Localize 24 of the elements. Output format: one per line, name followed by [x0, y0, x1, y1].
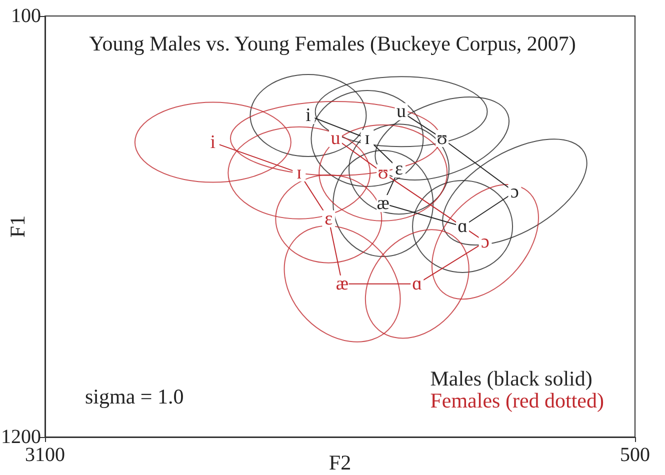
text: Males (black solid) [430, 366, 592, 390]
data-label: ɑ [458, 216, 468, 237]
data-label: ɪ [296, 162, 302, 184]
data-label: æ [376, 193, 390, 214]
data-label: ʊ [436, 128, 448, 149]
data-label: ɛ [395, 158, 404, 180]
data-label: i [210, 132, 216, 153]
data-label: u [330, 128, 341, 149]
y-tick-label: 100 [11, 5, 41, 27]
annotation: sigma = 1.0 [85, 384, 184, 408]
data-label: ɪ [364, 128, 370, 149]
x-axis-title: F2 [328, 450, 352, 474]
data-label: ʊ [378, 162, 388, 184]
data-label: ɔ [510, 182, 519, 203]
y-axis-title: F1 [6, 215, 30, 238]
data-label: ɔ [481, 231, 490, 252]
text: Young Males vs. Young Females (Buckeye Corpus, 2007) [89, 32, 576, 56]
data-label: i [306, 105, 311, 126]
text: Females (red dotted) [430, 388, 604, 412]
data-label: ɛ [324, 208, 333, 230]
data-label: æ [336, 273, 349, 294]
data-label: u [396, 101, 407, 122]
x-tick-label: 500 [620, 444, 650, 466]
data-label: ɑ [412, 273, 422, 294]
